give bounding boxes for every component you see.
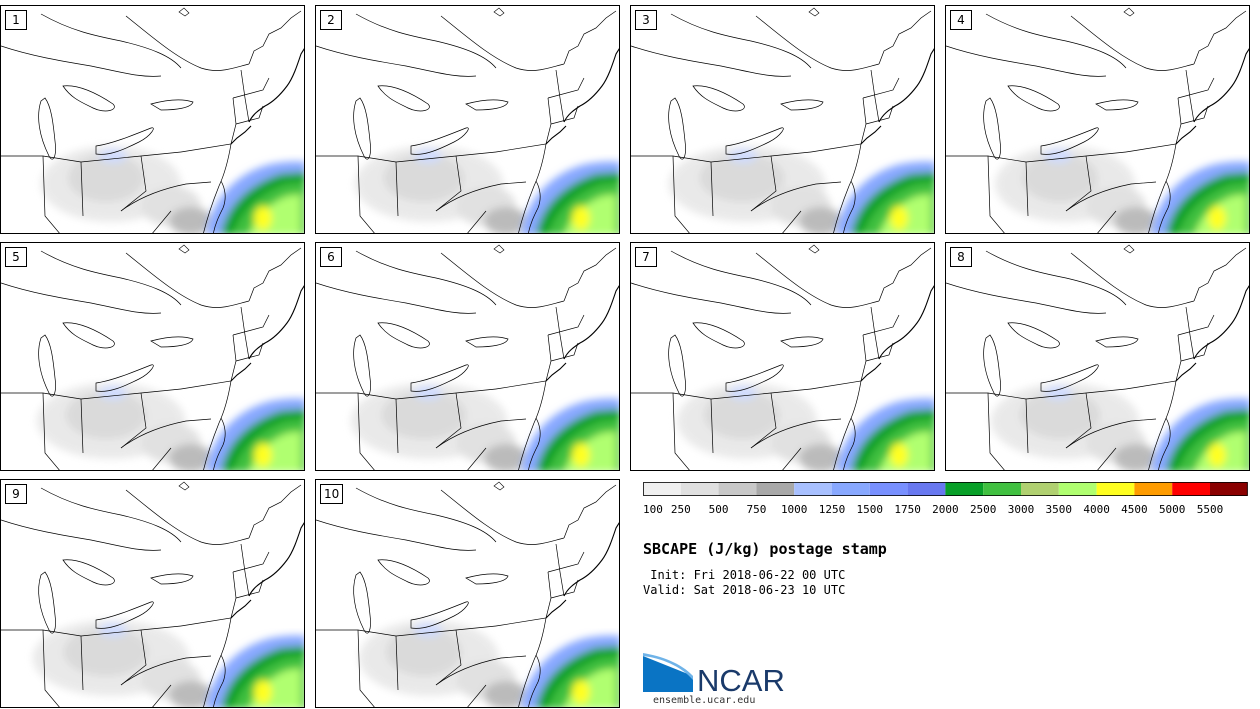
panel-number: 5 [5, 247, 27, 267]
colorbar-tick-label: 3500 [1046, 503, 1073, 516]
colorbar-swatch [1134, 482, 1173, 496]
colorbar-swatch [1021, 482, 1059, 496]
map-panel: 7 [630, 242, 935, 471]
colorbar-swatch [832, 482, 870, 496]
colorbar-tick-label: 4000 [1083, 503, 1110, 516]
sbcape-colorbar: 100 250 500 750 1000 1250 1500 1750 2000 2500 3000… [643, 482, 1248, 516]
colorbar-swatch [983, 482, 1021, 496]
panel-number: 7 [635, 247, 657, 267]
colorbar-tick-label: 2500 [970, 503, 997, 516]
panel-number: 10 [320, 484, 344, 504]
chart-title: SBCAPE (J/kg) postage stamp [643, 540, 887, 558]
map-panel: 1 [0, 5, 305, 234]
panel-number: 1 [5, 10, 27, 30]
ncar-logo: NCAR [643, 653, 785, 694]
colorbar-swatch [756, 482, 795, 496]
map-panel: 9 [0, 479, 305, 708]
colorbar-tick-label: 1500 [857, 503, 884, 516]
colorbar-tick-label: 1250 [819, 503, 846, 516]
colorbar-tick-label: 2000 [932, 503, 959, 516]
colorbar-tick-label: 5500 [1197, 503, 1224, 516]
colorbar-swatch [680, 482, 719, 496]
colorbar-tick-label: 5000 [1159, 503, 1186, 516]
panel-number: 4 [950, 10, 972, 30]
colorbar-swatch [1172, 482, 1210, 496]
colorbar-swatch [869, 482, 908, 496]
colorbar-swatch [643, 482, 681, 496]
colorbar-tick-label: 250 [671, 503, 691, 516]
valid-time: Valid: Sat 2018-06-23 10 UTC [643, 583, 846, 597]
init-time: Init: Fri 2018-06-22 00 UTC [643, 568, 846, 582]
panel-number: 2 [320, 10, 342, 30]
panel-number: 3 [635, 10, 657, 30]
colorbar-tick-label: 3000 [1008, 503, 1035, 516]
map-panel: 2 [315, 5, 620, 234]
panel-number: 8 [950, 247, 972, 267]
map-panel: 5 [0, 242, 305, 471]
panel-number: 9 [5, 484, 27, 504]
colorbar-swatch [718, 482, 757, 496]
colorbar-swatch [1058, 482, 1097, 496]
colorbar-tick-label: 1000 [781, 503, 808, 516]
map-panel: 6 [315, 242, 620, 471]
colorbar-swatch [1096, 482, 1135, 496]
colorbar-swatch [1210, 482, 1248, 496]
panel-number: 6 [320, 247, 342, 267]
colorbar-swatch [907, 482, 946, 496]
colorbar-swatch [945, 482, 984, 496]
colorbar-tick-label: 500 [709, 503, 729, 516]
colorbar-tick-label: 100 [643, 503, 663, 516]
map-panel: 3 [630, 5, 935, 234]
colorbar-frame [643, 482, 1248, 496]
map-panel: 4 [945, 5, 1250, 234]
colorbar-swatch [794, 482, 832, 496]
colorbar-tick-label: 4500 [1121, 503, 1148, 516]
ncar-logo-text: NCAR [697, 663, 785, 694]
ensemble-url: ensemble.ucar.edu [653, 695, 756, 706]
map-panel: 8 [945, 242, 1250, 471]
colorbar-tick-label: 750 [746, 503, 766, 516]
map-panel: 10 [315, 479, 620, 708]
colorbar-tick-label: 1750 [894, 503, 921, 516]
